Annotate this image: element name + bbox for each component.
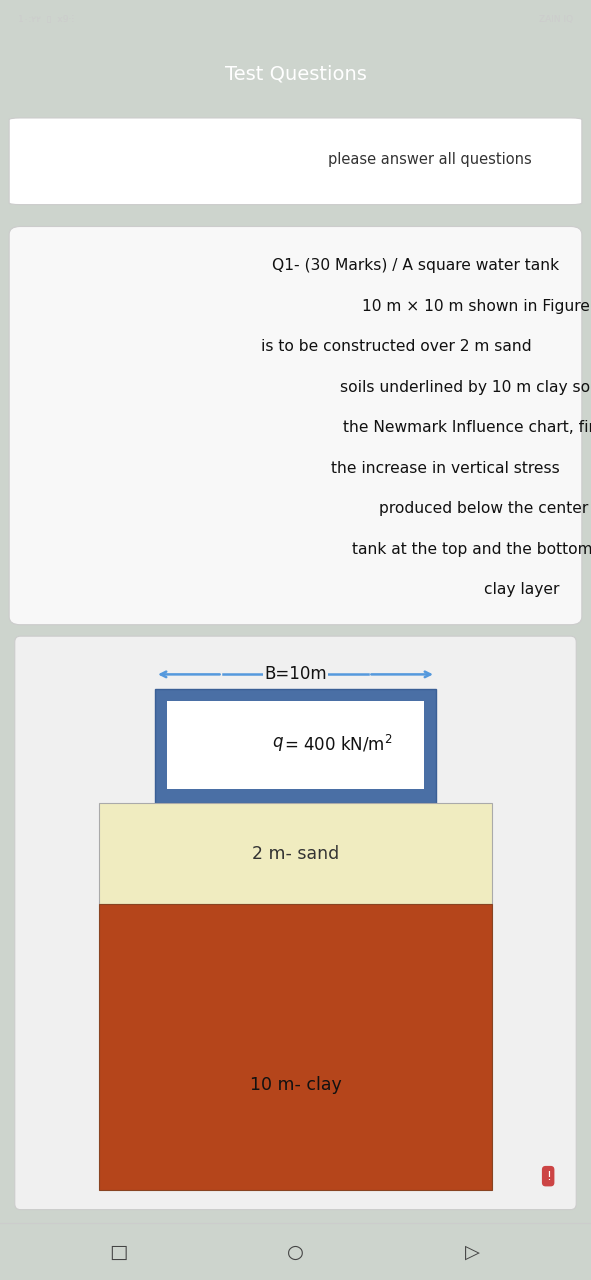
Text: ZAIN IQ: ZAIN IQ bbox=[539, 14, 573, 24]
Text: 1۰:۲۲  ▯  x9·ⵗ: 1۰:۲۲ ▯ x9·ⵗ bbox=[18, 14, 74, 24]
FancyBboxPatch shape bbox=[9, 227, 582, 625]
Text: ○: ○ bbox=[287, 1243, 304, 1262]
Text: 10 m × 10 m shown in Figure 1 below: 10 m × 10 m shown in Figure 1 below bbox=[362, 298, 591, 314]
Bar bbox=[155, 689, 436, 804]
Text: B=10m: B=10m bbox=[264, 666, 327, 684]
Text: □: □ bbox=[109, 1243, 128, 1262]
FancyBboxPatch shape bbox=[15, 636, 576, 1210]
Text: = 400 kN/m$^2$: = 400 kN/m$^2$ bbox=[284, 733, 393, 754]
Text: $q$: $q$ bbox=[272, 735, 284, 753]
Bar bbox=[99, 904, 492, 1190]
Text: the increase in vertical stress: the increase in vertical stress bbox=[330, 461, 559, 476]
Text: 10 m- clay: 10 m- clay bbox=[249, 1076, 342, 1094]
Text: tank at the top and the bottom of the: tank at the top and the bottom of the bbox=[352, 541, 591, 557]
Bar bbox=[99, 804, 492, 904]
Text: !: ! bbox=[545, 1170, 551, 1183]
Text: ▷: ▷ bbox=[465, 1243, 480, 1262]
Text: clay layer: clay layer bbox=[484, 582, 559, 596]
Text: is to be constructed over 2 m sand: is to be constructed over 2 m sand bbox=[261, 339, 531, 355]
Text: please answer all questions: please answer all questions bbox=[327, 152, 531, 166]
Text: Q1- (30 Marks) / A square water tank: Q1- (30 Marks) / A square water tank bbox=[272, 259, 559, 273]
FancyBboxPatch shape bbox=[9, 118, 582, 205]
Text: the Newmark Influence chart, find: the Newmark Influence chart, find bbox=[343, 420, 591, 435]
Bar bbox=[167, 700, 424, 788]
Text: soils underlined by 10 m clay soil. Use: soils underlined by 10 m clay soil. Use bbox=[340, 380, 591, 394]
Text: Test Questions: Test Questions bbox=[225, 64, 366, 83]
Text: produced below the center of the: produced below the center of the bbox=[379, 500, 591, 516]
Text: 2 m- sand: 2 m- sand bbox=[252, 845, 339, 863]
